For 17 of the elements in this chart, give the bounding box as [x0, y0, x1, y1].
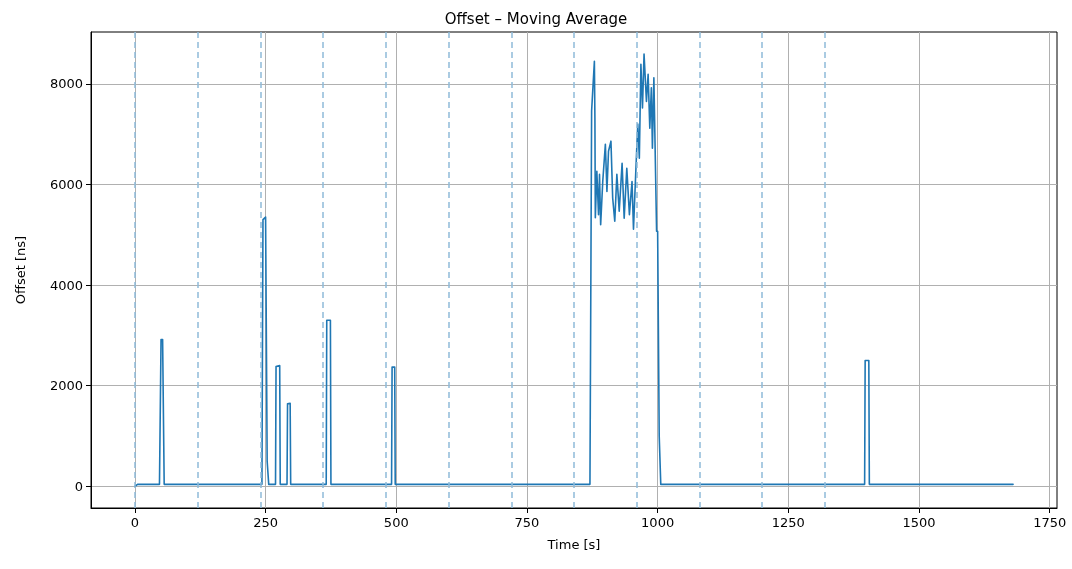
x-tick-label: 1500	[902, 515, 936, 530]
x-axis-title: Time [s]	[546, 537, 601, 552]
y-tick-label: 0	[74, 478, 83, 494]
y-tick-label: 8000	[49, 76, 83, 92]
x-tick-label: 1750	[1033, 515, 1067, 530]
x-tick-label: 250	[253, 515, 278, 530]
y-axis-title: Offset [ns]	[13, 235, 28, 305]
line-series	[134, 53, 1014, 488]
x-tick-label: 750	[514, 515, 540, 530]
x-tick-label: 0	[130, 515, 140, 530]
x-tick-label: 1000	[641, 515, 675, 530]
y-tick-label: 6000	[49, 176, 83, 192]
x-tick-label: 1250	[771, 515, 805, 530]
chart-title: Offset – Moving Average	[444, 9, 628, 28]
y-tick-label: 2000	[49, 378, 83, 394]
x-tick-label: 500	[383, 515, 409, 530]
y-tick-label: 4000	[49, 277, 83, 293]
